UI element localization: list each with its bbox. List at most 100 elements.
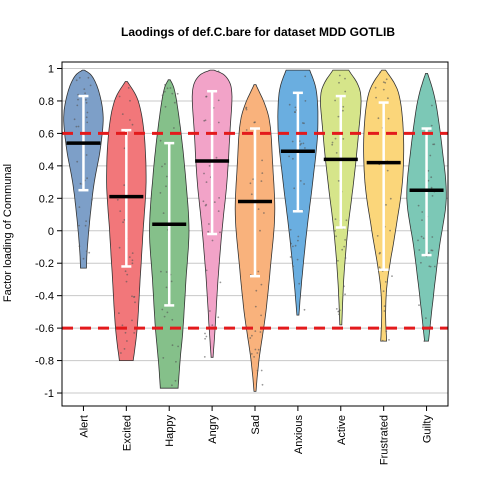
data-point (91, 198, 93, 201)
data-point (292, 265, 295, 268)
data-point (304, 100, 307, 102)
data-point (219, 231, 221, 234)
data-point (254, 330, 257, 332)
x-tick-label: Excited (121, 415, 133, 451)
data-point (249, 182, 252, 185)
data-point (88, 251, 91, 254)
data-point (166, 311, 169, 314)
data-point (164, 84, 166, 86)
data-point (418, 249, 421, 251)
data-point (129, 119, 131, 121)
data-point (382, 81, 385, 83)
violin-excited (106, 81, 147, 361)
x-tick-label: Happy (164, 415, 176, 447)
data-point (389, 229, 391, 232)
data-point (78, 224, 80, 227)
data-point (423, 340, 426, 342)
data-point (85, 99, 87, 101)
data-point (133, 295, 136, 298)
data-point (422, 237, 425, 240)
data-point (385, 78, 388, 81)
data-point (164, 105, 167, 108)
data-point (344, 293, 346, 296)
data-point (375, 96, 377, 99)
data-point (249, 337, 252, 339)
data-point (297, 235, 300, 238)
data-point (177, 345, 180, 348)
data-point (383, 305, 386, 307)
data-point (128, 256, 131, 258)
data-point (337, 180, 340, 182)
data-point (245, 129, 248, 131)
data-point (302, 142, 305, 145)
data-point (335, 308, 338, 310)
data-point (118, 246, 121, 249)
data-point (77, 125, 80, 128)
data-point (261, 159, 263, 162)
data-point (169, 87, 172, 89)
violin-active (320, 69, 362, 326)
data-point (86, 177, 88, 180)
data-point (250, 353, 253, 355)
data-point (430, 176, 433, 179)
data-point (427, 169, 430, 172)
data-point (382, 88, 385, 91)
data-point (301, 122, 304, 124)
data-point (165, 175, 168, 178)
data-point (433, 265, 436, 268)
data-point (123, 219, 126, 221)
data-point (386, 169, 389, 172)
data-point (121, 113, 124, 115)
data-point (162, 357, 165, 359)
violin-frustrated (363, 69, 405, 342)
data-point (213, 201, 216, 204)
data-point (260, 283, 263, 286)
data-point (159, 192, 162, 194)
violin-angry (191, 69, 233, 358)
data-point (342, 109, 344, 112)
y-axis-label: Factor loading of Communal (2, 164, 14, 302)
data-point (384, 81, 387, 84)
data-point (174, 379, 177, 382)
x-tick-label: Guilty (422, 415, 434, 444)
y-tick-label: 0.6 (39, 128, 54, 140)
data-point (171, 92, 174, 95)
data-point (257, 348, 260, 351)
data-point (131, 319, 133, 322)
data-point (257, 208, 260, 211)
data-point (203, 356, 206, 358)
data-point (165, 185, 167, 188)
data-point (78, 76, 81, 79)
y-tick-label: -0.6 (35, 323, 54, 335)
data-point (345, 219, 348, 222)
data-point (126, 273, 129, 276)
data-point (289, 228, 292, 231)
data-point (127, 87, 130, 89)
data-point (303, 183, 305, 185)
data-point (83, 88, 86, 90)
data-point (217, 316, 220, 319)
y-tick-label: -0.2 (35, 258, 54, 270)
data-point (124, 331, 127, 334)
data-point (250, 193, 253, 196)
data-point (78, 206, 81, 209)
data-point (256, 352, 259, 354)
violin-sad (234, 84, 276, 392)
data-point (428, 265, 431, 268)
data-point (217, 121, 220, 124)
data-point (338, 313, 340, 316)
data-point (335, 235, 337, 238)
data-point (217, 99, 220, 102)
y-tick-label: -0.4 (35, 291, 54, 303)
data-point (131, 123, 134, 126)
data-point (385, 330, 388, 333)
data-point (134, 301, 136, 304)
data-point (163, 90, 166, 93)
data-point (298, 282, 301, 285)
data-point (207, 230, 210, 233)
data-point (116, 198, 119, 201)
data-point (431, 195, 434, 197)
data-point (335, 152, 338, 154)
x-tick-label: Alert (78, 415, 90, 438)
data-point (385, 204, 387, 206)
